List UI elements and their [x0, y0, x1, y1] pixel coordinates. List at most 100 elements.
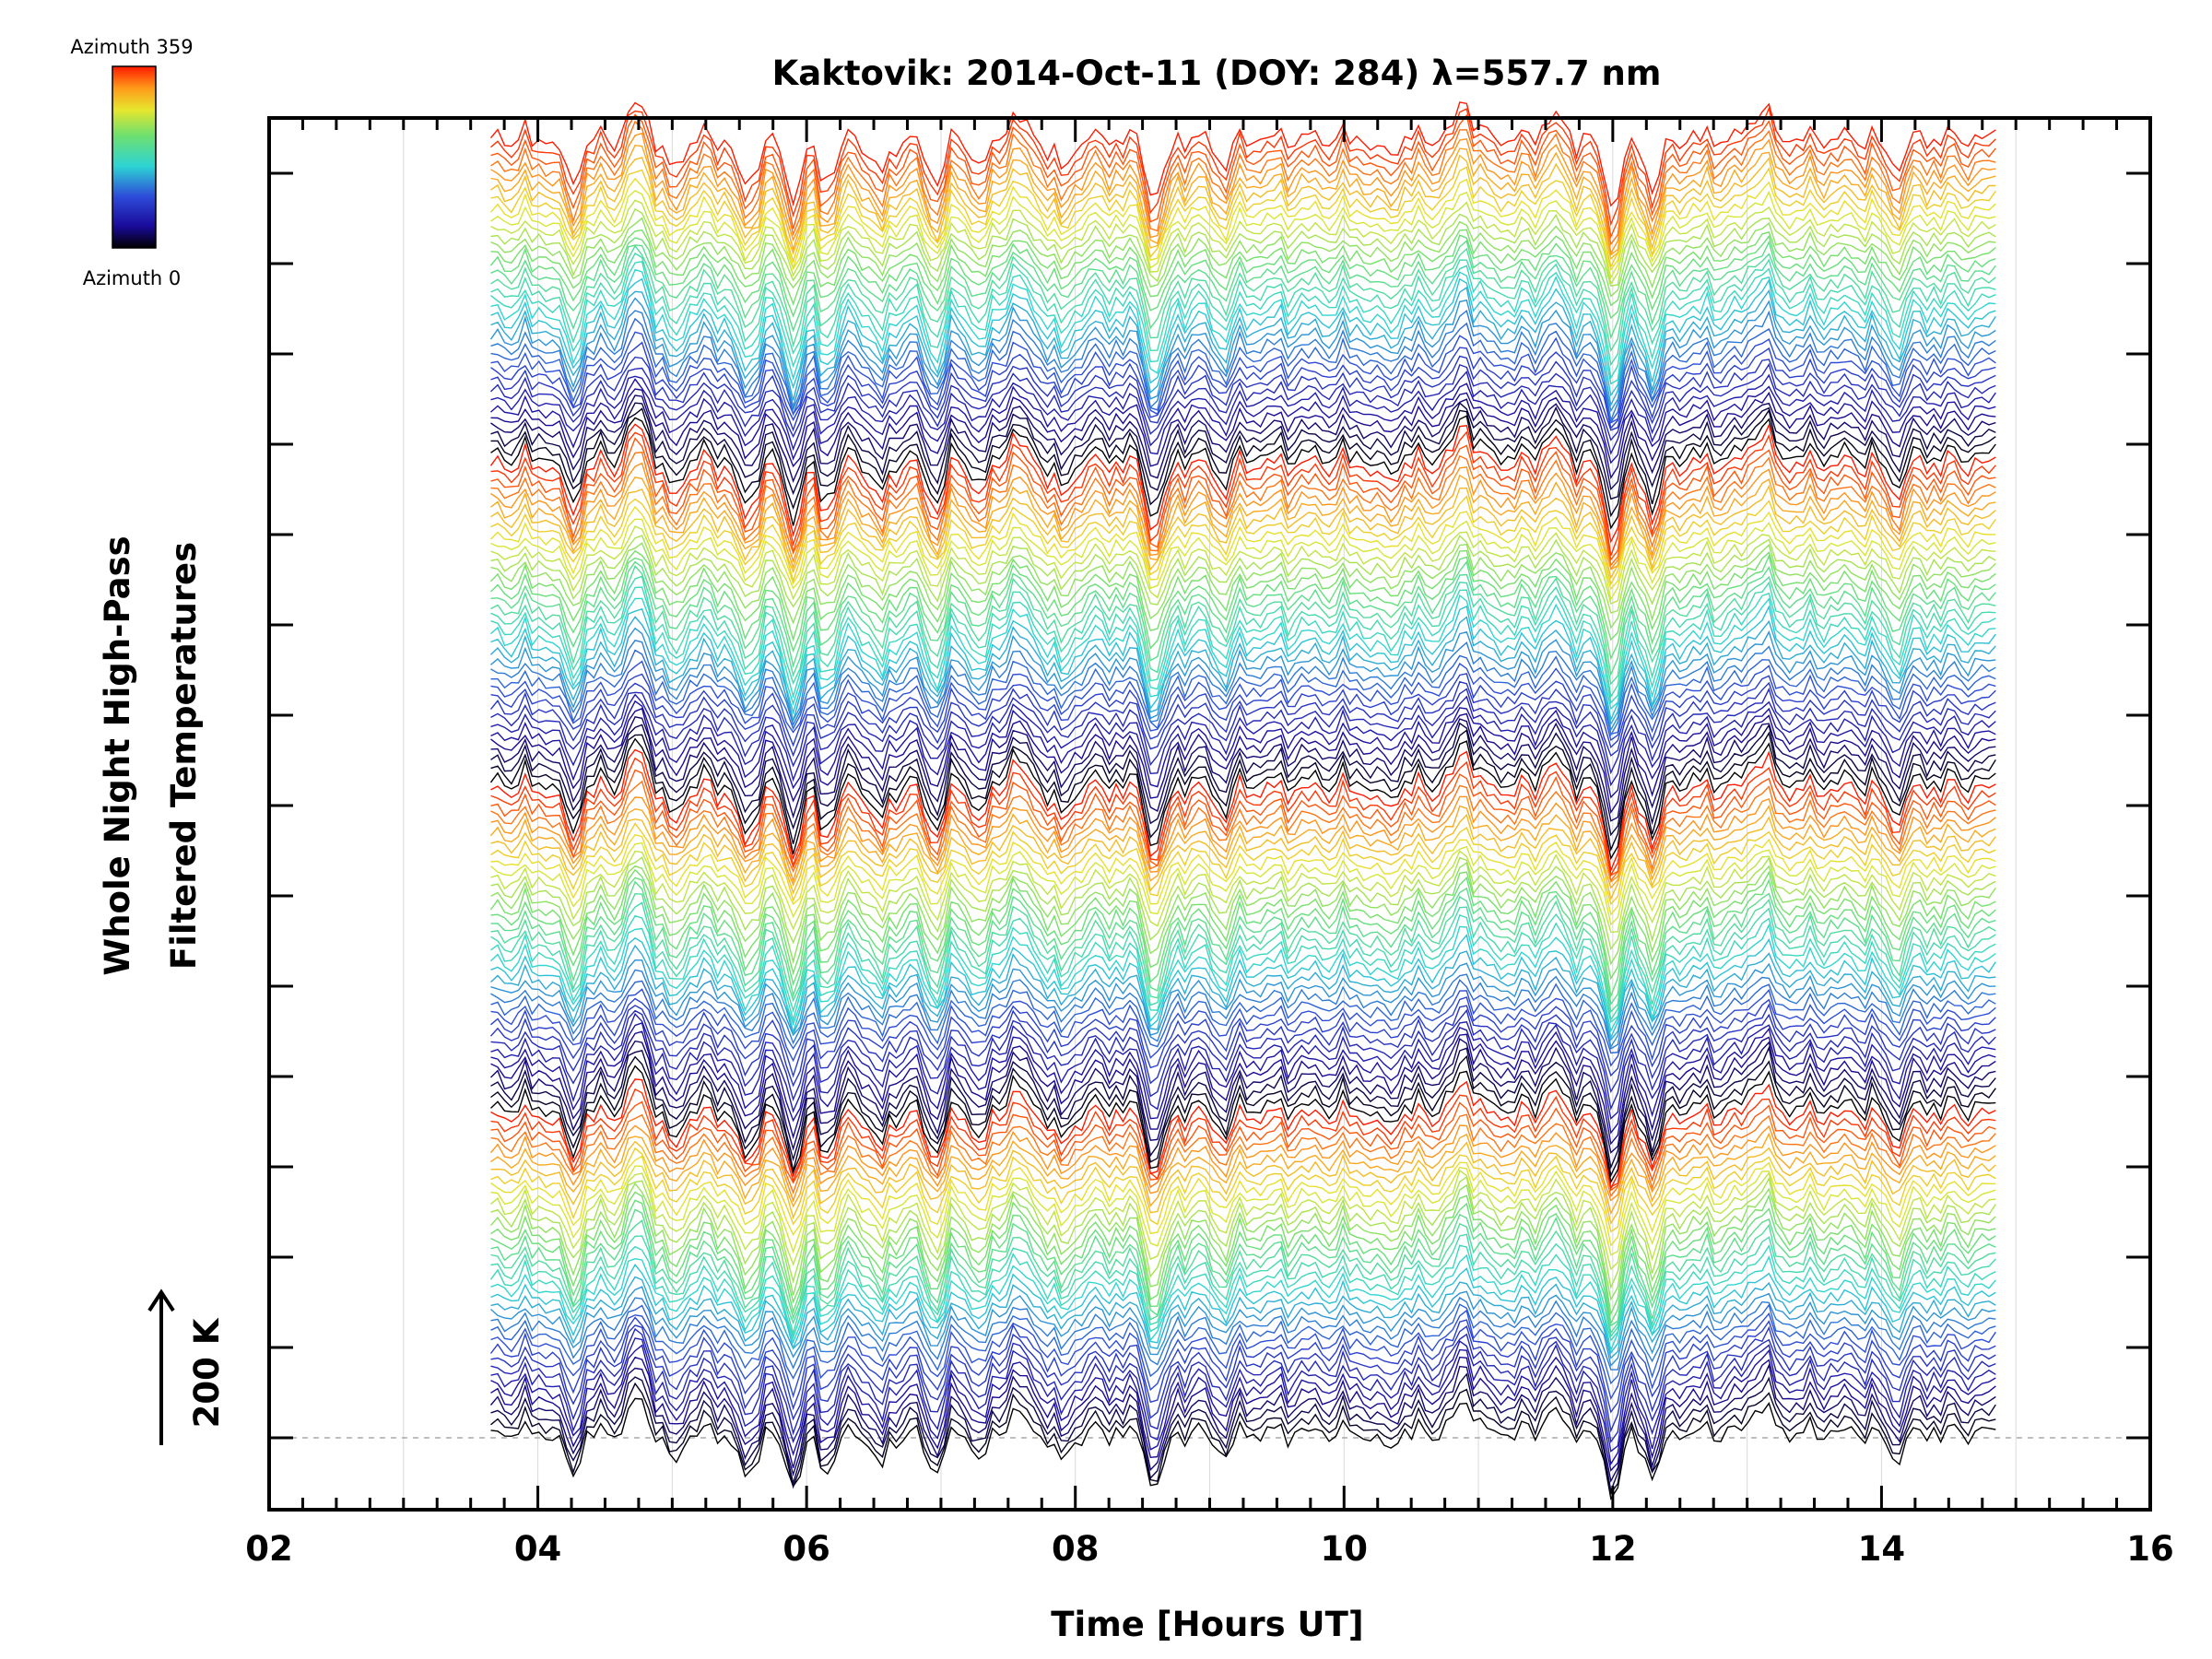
- trace-line: [490, 1199, 1996, 1325]
- trace-line: [489, 805, 1996, 889]
- trace-line: [490, 575, 1996, 699]
- trace-line: [489, 1363, 1996, 1483]
- trace-line: [490, 913, 1996, 1024]
- trace-line: [490, 1012, 1996, 1120]
- trace-line: [490, 407, 1996, 518]
- trace-line: [490, 1021, 1996, 1135]
- x-tick-labels: 02 04 06 08 10 12 14 16: [245, 1529, 2174, 1569]
- trace-line: [490, 518, 1996, 602]
- trace-line: [490, 673, 1996, 749]
- trace-line: [490, 535, 1996, 614]
- trace-line: [490, 317, 1996, 424]
- trace-line: [490, 199, 1996, 286]
- trace-line: [490, 394, 1996, 491]
- trace-line: [490, 1253, 1996, 1352]
- trace-line: [489, 234, 1996, 320]
- trace-line: [490, 388, 1996, 480]
- trace-line: [490, 757, 1996, 877]
- trace-line: [490, 1372, 1996, 1494]
- trace-line: [490, 769, 1996, 877]
- trace-line: [490, 841, 1996, 926]
- trace-line: [490, 1297, 1996, 1371]
- trace-line: [490, 1045, 1996, 1170]
- trace-line: [490, 430, 1996, 557]
- trace-line: [490, 1382, 1996, 1495]
- trace-line: [489, 1003, 1996, 1094]
- trace-line: [490, 462, 1996, 571]
- trace-line: [490, 1065, 1996, 1184]
- trace-line: [490, 244, 1996, 353]
- trace-line: [490, 1165, 1996, 1256]
- trace-line: [490, 1233, 1996, 1338]
- x-tick-label: 14: [1858, 1529, 1906, 1569]
- trace-line: [489, 680, 1996, 758]
- y-axis-label-line1: Whole Night High-Pass: [98, 535, 137, 975]
- trace-line: [490, 1054, 1996, 1178]
- trace-line: [490, 861, 1996, 966]
- trace-line: [490, 1276, 1996, 1359]
- x-tick-label: 12: [1589, 1529, 1637, 1569]
- trace-line: [490, 901, 1996, 1022]
- trace-line: [490, 1078, 1996, 1191]
- trace-line: [490, 934, 1996, 1040]
- trace-line: [490, 207, 1996, 287]
- trace-line: [490, 277, 1996, 397]
- trace-line: [489, 549, 1996, 642]
- trace-line: [490, 627, 1996, 732]
- trace-line: [490, 1132, 1996, 1216]
- trace-line: [489, 737, 1996, 861]
- trace-line: [490, 959, 1996, 1049]
- trace-line: [490, 700, 1996, 799]
- trace-line: [490, 707, 1996, 815]
- trace-line: [490, 437, 1996, 561]
- trace-line: [490, 1264, 1996, 1355]
- trace-line: [490, 1309, 1996, 1401]
- trace-line: [490, 331, 1996, 424]
- trace-line: [490, 286, 1996, 407]
- trace-line: [490, 1038, 1996, 1154]
- trace-line: [490, 1175, 1996, 1290]
- trace-line: [490, 452, 1996, 567]
- trace-line: [490, 1356, 1996, 1472]
- chart-title: Kaktovik: 2014-Oct-11 (DOY: 284) λ=557.7…: [772, 53, 1662, 93]
- trace-line: [490, 880, 1996, 1006]
- x-tick-label: 16: [2126, 1529, 2174, 1569]
- trace-line: [490, 729, 1996, 853]
- trace-line: [490, 154, 1996, 261]
- x-tick-label: 02: [245, 1529, 293, 1569]
- trace-line: [490, 616, 1996, 726]
- trace-line: [490, 877, 1996, 999]
- trace-line: [489, 1316, 1996, 1414]
- trace-line: [490, 144, 1996, 256]
- trace-line: [490, 1324, 1996, 1433]
- trace-line: [489, 101, 1996, 207]
- trace-line: [490, 1286, 1996, 1367]
- trace-line: [490, 542, 1996, 629]
- x-axis-label: Time [Hours UT]: [1051, 1605, 1363, 1644]
- trace-line: [490, 780, 1996, 883]
- trace-line: [490, 1397, 1996, 1500]
- trace-line: [490, 1113, 1996, 1198]
- trace-line: [490, 660, 1996, 742]
- trace-line: [490, 525, 1996, 605]
- trace-line: [490, 371, 1996, 455]
- trace-line: [490, 260, 1996, 380]
- trace-line: [490, 693, 1996, 787]
- trace-line: [490, 1208, 1996, 1327]
- trace-line: [490, 586, 1996, 704]
- trace-line: [490, 190, 1996, 280]
- trace-line: [490, 132, 1996, 255]
- trace-line: [490, 1191, 1996, 1316]
- trace-line: [490, 495, 1996, 586]
- trace-line: [489, 1124, 1996, 1203]
- trace-line: [490, 640, 1996, 737]
- trace-line: [490, 969, 1996, 1050]
- trace-line: [489, 1182, 1996, 1301]
- trace-line: [490, 722, 1996, 837]
- scale-arrow-icon: [147, 1288, 175, 1445]
- x-tick-label: 04: [514, 1529, 562, 1569]
- trace-line: [490, 560, 1996, 677]
- trace-line: [490, 1030, 1996, 1146]
- trace-line: [490, 795, 1996, 884]
- x-tick-label: 08: [1052, 1529, 1100, 1569]
